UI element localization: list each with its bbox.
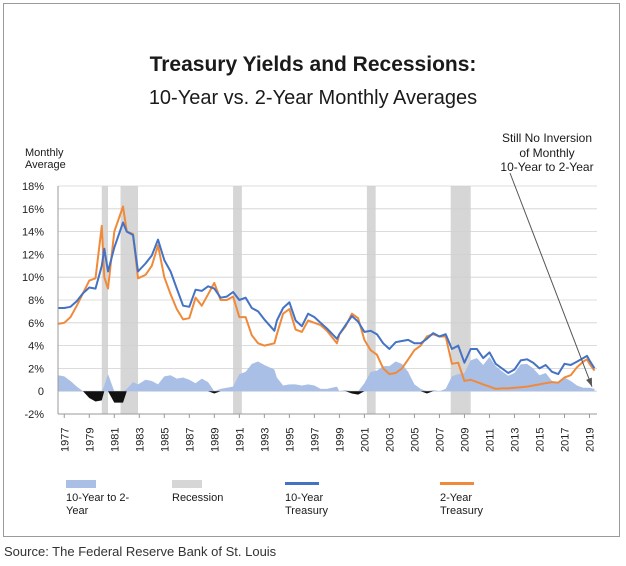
legend-swatch-ten-year xyxy=(285,482,319,485)
legend-swatch-two-year xyxy=(440,482,474,485)
spread-negative-area xyxy=(58,391,595,403)
x-tick-label: 2013 xyxy=(509,428,521,452)
x-tick-label: 1981 xyxy=(109,428,121,452)
y-tick-label: 16% xyxy=(22,204,44,216)
legend-label-two-year: 2-Year Treasury xyxy=(440,492,500,518)
legend-swatch-recession xyxy=(172,480,202,488)
x-tick-label: 1979 xyxy=(84,428,96,452)
y-tick-label: 12% xyxy=(22,249,44,261)
y-tick-label: 2% xyxy=(28,363,44,375)
x-tick-label: 2007 xyxy=(434,428,446,452)
y-tick-label: 10% xyxy=(22,272,44,284)
y-axis-label: Monthly Average xyxy=(25,147,85,171)
legend-text: 10-Year to 2-Year xyxy=(66,492,130,517)
x-tick-label: 2005 xyxy=(409,428,421,452)
legend-text: 10-Year Treasury xyxy=(285,492,328,517)
y-tick-label: 18% xyxy=(22,181,44,193)
x-tick-label: 2019 xyxy=(584,428,596,452)
x-tick-label: 2003 xyxy=(384,428,396,452)
x-tick-label: 1985 xyxy=(159,428,171,452)
annotation-arrow-layer xyxy=(509,172,593,387)
x-tick-label: 2015 xyxy=(534,428,546,452)
x-tick-label: 1983 xyxy=(134,428,146,452)
y-tick-label: 6% xyxy=(28,318,44,330)
x-tick-label: 2001 xyxy=(359,428,371,452)
legend-label-recession: Recession xyxy=(172,492,242,505)
annotation-line: of Monthly xyxy=(519,145,575,160)
x-tick-label: 1977 xyxy=(59,428,71,452)
chart-title: Treasury Yields and Recessions: xyxy=(149,53,477,76)
legend-label-ten-year: 10-Year Treasury xyxy=(285,492,345,518)
x-tick-label: 1991 xyxy=(234,428,246,452)
x-tick-label: 1993 xyxy=(259,428,271,452)
x-tick-label: 2009 xyxy=(459,428,471,452)
spread-area-layer xyxy=(58,357,595,403)
annotation-arrow-line xyxy=(509,172,593,387)
legend-text: Recession xyxy=(172,492,224,504)
annotation-text: Still No Inversion of Monthly 10-Year to… xyxy=(482,131,612,175)
x-tick-label: 1995 xyxy=(284,428,296,452)
two-year-line xyxy=(57,205,596,390)
x-tick-label: 1999 xyxy=(334,428,346,452)
x-tick-label: 1987 xyxy=(184,428,196,452)
y-tick-label: 8% xyxy=(28,295,44,307)
x-tick-label: 2011 xyxy=(484,428,496,452)
annotation-line: Still No Inversion xyxy=(501,131,593,145)
x-tick-label: 2017 xyxy=(559,428,571,452)
legend-label-spread: 10-Year to 2-Year xyxy=(66,492,136,518)
y-tick-label: 0 xyxy=(38,386,44,398)
x-tick-label: 1997 xyxy=(309,428,321,452)
axes: 18% 16% 14% 12% 10% 8% 6% 4% 2% 0 -2% 1977 1979 1981 1… xyxy=(22,181,597,452)
legend-text: 2-Year Treasury xyxy=(440,492,483,517)
y-tick-label: 4% xyxy=(28,341,44,353)
legend-swatch-spread xyxy=(66,480,96,488)
ten-year-line xyxy=(58,221,596,376)
y-axis-label-text: Monthly Average xyxy=(25,147,66,171)
line-layer xyxy=(57,205,596,390)
annotation-line: 10-Year to 2-Year xyxy=(500,160,594,174)
source-note: Source: The Federal Reserve Bank of St. … xyxy=(4,544,277,559)
spread-area xyxy=(58,357,595,392)
y-tick-label: 14% xyxy=(22,227,44,239)
x-tick-label: 1989 xyxy=(209,428,221,452)
annotation-arrow-head xyxy=(586,377,592,387)
chart-subtitle: 10-Year vs. 2-Year Monthly Averages xyxy=(148,87,478,109)
y-tick-label: -2% xyxy=(24,409,44,421)
